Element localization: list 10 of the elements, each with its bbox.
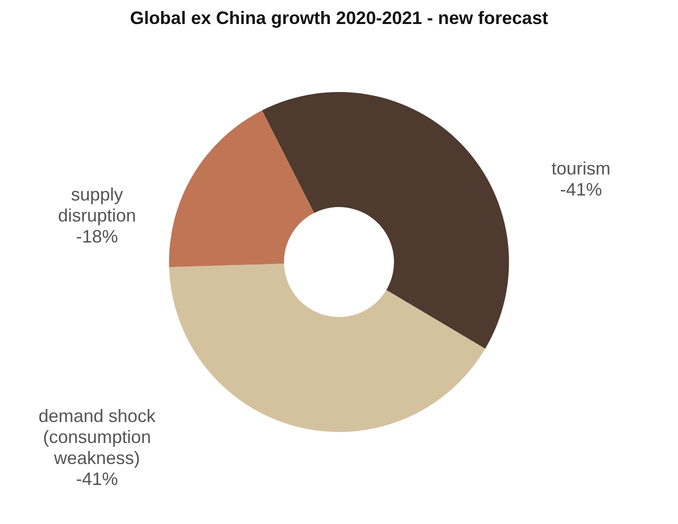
text: -41%: [560, 180, 602, 200]
slice-label: demand shock (consumption weakness): [38, 406, 157, 468]
donut-slice: [169, 264, 486, 432]
text: -41%: [76, 468, 118, 489]
text: -18%: [76, 226, 118, 247]
donut-slice: [262, 92, 509, 349]
chart-title: Global ex China growth 2020-2021 - new forecast: [130, 8, 548, 28]
donut-slice: [169, 110, 314, 268]
slice-label: tourism: [551, 158, 611, 179]
slice-label: supply disruption: [58, 184, 136, 226]
